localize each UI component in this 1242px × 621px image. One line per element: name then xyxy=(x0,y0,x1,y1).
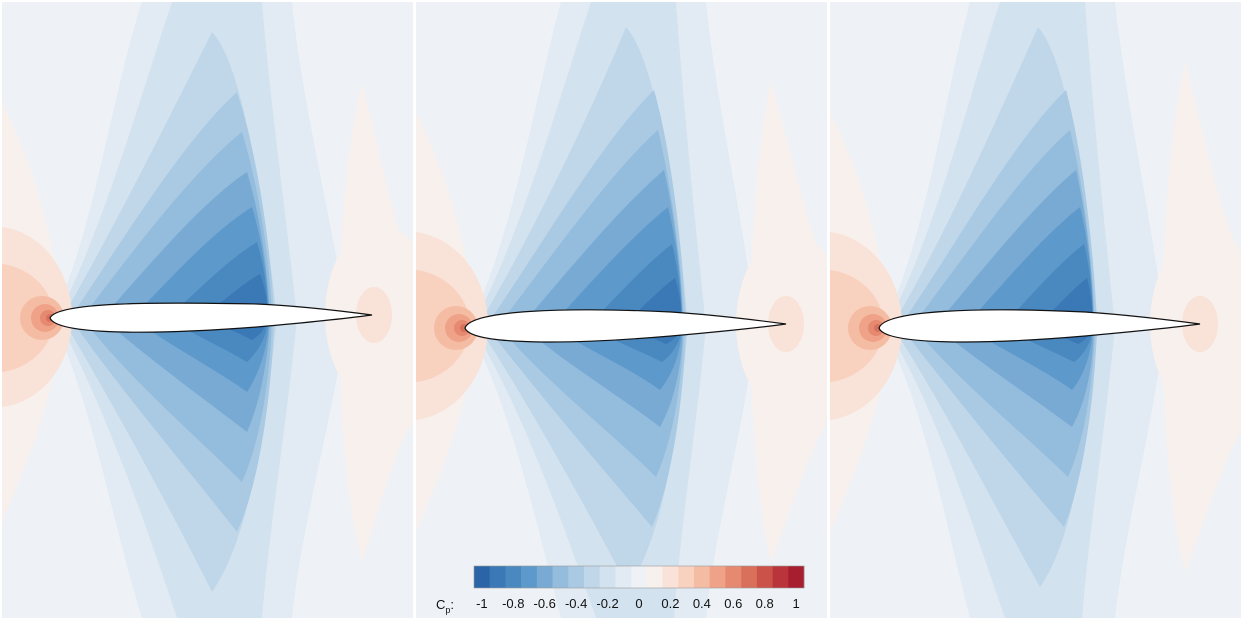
colorbar-swatch xyxy=(599,566,616,588)
colorbar-tick-label: 0 xyxy=(635,596,642,611)
colorbar-swatch xyxy=(536,566,553,588)
pressure-field-panel-2 xyxy=(416,2,827,618)
colorbar-tick-label: -0.6 xyxy=(534,596,556,611)
colorbar-tick-label: 0.6 xyxy=(724,596,742,611)
colorbar-swatch xyxy=(725,566,742,588)
colorbar-swatch xyxy=(646,566,663,588)
airfoil-shape-3 xyxy=(878,309,1201,343)
colorbar-tick-label: 0.2 xyxy=(661,596,679,611)
colorbar-tick-label: -0.8 xyxy=(502,596,524,611)
colorbar-tick-label: 1 xyxy=(793,596,800,611)
colorbar-graphic: Cp: -1 -0.8 -0.6 -0.4 -0.2 0 0.2 0.4 0.6 0.8 1 xyxy=(436,565,805,615)
colorbar-swatch xyxy=(662,566,679,588)
colorbar-tick-label: 0.4 xyxy=(693,596,711,611)
colorbar-tick-label: 0.8 xyxy=(756,596,774,611)
colorbar-swatch xyxy=(756,566,773,588)
colorbar-swatch xyxy=(505,566,522,588)
colorbar-swatch xyxy=(631,566,648,588)
colorbar-swatch xyxy=(615,566,632,588)
pressure-coefficient-colorbar: Cp: -1 -0.8 -0.6 -0.4 -0.2 0 0.2 0.4 0.6 0.8 1 xyxy=(436,565,826,618)
colorbar-swatch xyxy=(568,566,585,588)
colorbar-swatch xyxy=(788,566,805,588)
airfoil-shape-2 xyxy=(464,309,787,343)
colorbar-swatch xyxy=(678,566,695,588)
airfoil-shape-1 xyxy=(49,302,373,333)
colorbar-swatch xyxy=(489,566,506,588)
colorbar-tick-label: -0.4 xyxy=(565,596,587,611)
pressure-contour-plot-1 xyxy=(2,2,413,618)
colorbar-swatch xyxy=(694,566,711,588)
colorbar-tick-labels: -1 -0.8 -0.6 -0.4 -0.2 0 0.2 0.4 0.6 0.8 1 xyxy=(476,596,800,611)
colorbar-swatches xyxy=(473,565,805,589)
colorbar-tick-label: -0.2 xyxy=(596,596,618,611)
colorbar-tick-label: -1 xyxy=(476,596,488,611)
colorbar-swatch xyxy=(741,566,758,588)
pressure-contour-plot-2 xyxy=(416,2,827,618)
pressure-field-panel-3 xyxy=(830,2,1241,618)
colorbar-label: Cp: xyxy=(436,597,454,615)
pressure-contour-plot-3 xyxy=(830,2,1241,618)
colorbar-swatch xyxy=(709,566,726,588)
colorbar-swatch xyxy=(584,566,601,588)
colorbar-border xyxy=(473,565,805,589)
colorbar-swatch xyxy=(521,566,538,588)
colorbar-swatch xyxy=(552,566,569,588)
colorbar-swatch xyxy=(772,566,789,588)
pressure-field-panel-1 xyxy=(2,2,413,618)
colorbar-swatch xyxy=(474,566,491,588)
